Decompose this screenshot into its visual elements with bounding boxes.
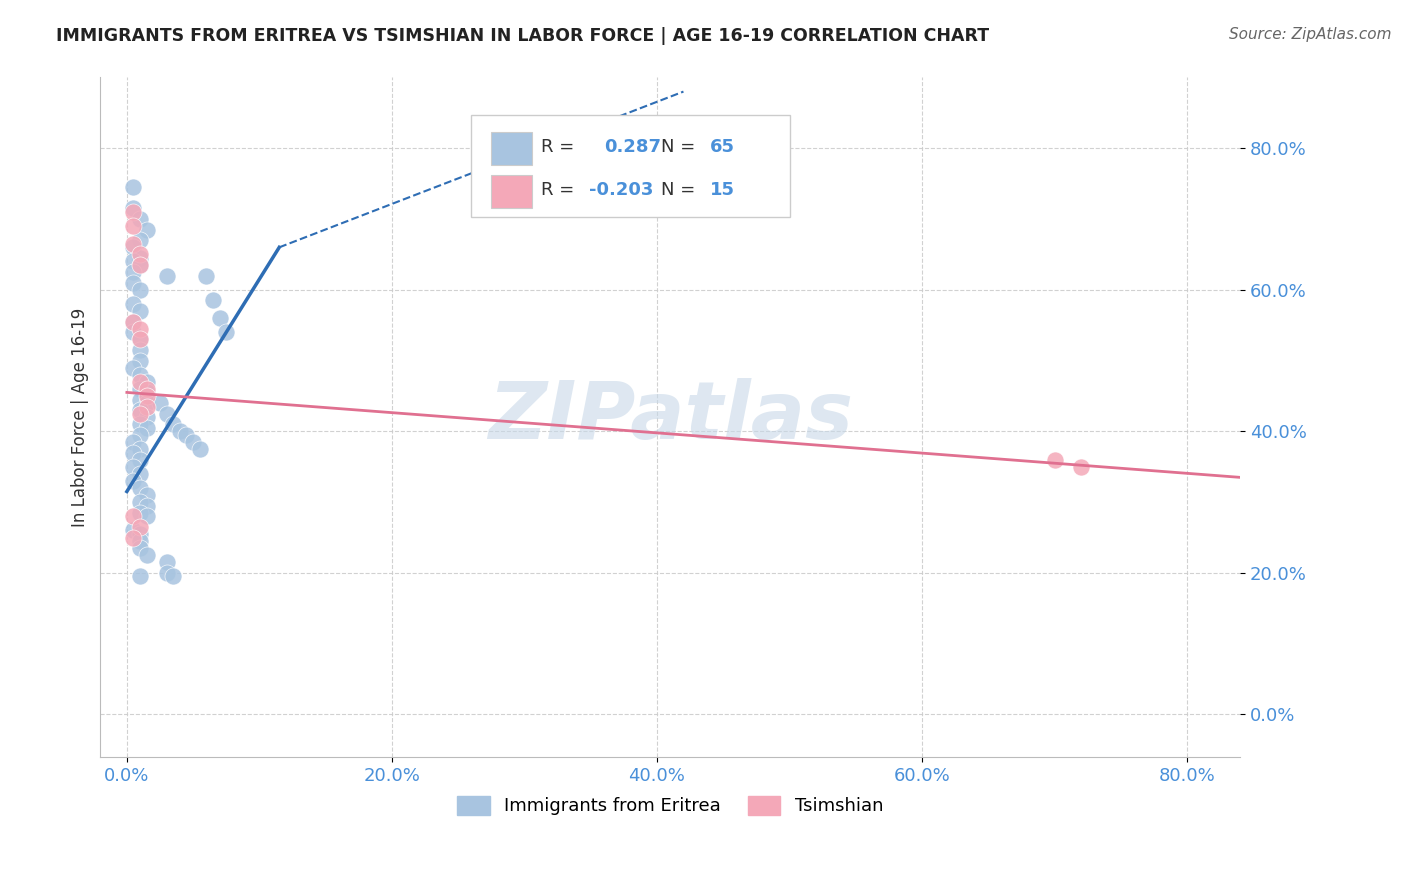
Point <box>135 396 157 410</box>
Point <box>135 509 157 524</box>
Point <box>129 541 152 556</box>
Point <box>122 254 145 268</box>
Point <box>156 566 179 580</box>
Point <box>129 353 152 368</box>
Point <box>135 222 157 236</box>
Point <box>129 382 152 396</box>
Text: N =: N = <box>661 137 702 156</box>
Point <box>122 315 145 329</box>
Point <box>201 293 224 308</box>
Point <box>176 428 198 442</box>
Point <box>129 343 152 357</box>
Point <box>135 389 157 403</box>
Point <box>162 417 184 432</box>
Point <box>129 392 152 407</box>
Point <box>1070 459 1092 474</box>
Point <box>208 311 231 326</box>
Point <box>129 428 152 442</box>
Point <box>195 268 218 283</box>
Point <box>135 375 157 389</box>
Point <box>135 400 157 414</box>
Point <box>156 268 179 283</box>
Point <box>156 555 179 569</box>
Point <box>122 531 145 545</box>
Point <box>129 520 152 534</box>
Point <box>122 276 145 290</box>
Point <box>135 488 157 502</box>
Point <box>135 382 157 396</box>
Point <box>162 569 184 583</box>
Text: 0.287: 0.287 <box>605 137 661 156</box>
Point <box>129 258 152 272</box>
Text: 65: 65 <box>710 137 735 156</box>
Point <box>122 205 145 219</box>
Point <box>129 332 152 346</box>
Point <box>129 506 152 520</box>
Point <box>135 410 157 425</box>
Legend: Immigrants from Eritrea, Tsimshian: Immigrants from Eritrea, Tsimshian <box>450 789 890 822</box>
Point <box>122 445 145 459</box>
Point <box>122 315 145 329</box>
Point <box>122 509 145 524</box>
Point <box>215 325 238 339</box>
Point <box>135 385 157 400</box>
Point <box>149 396 172 410</box>
Point <box>129 495 152 509</box>
Point <box>129 452 152 467</box>
Point <box>129 417 152 432</box>
Point <box>135 548 157 562</box>
Point <box>122 297 145 311</box>
Text: N =: N = <box>661 180 702 199</box>
Point <box>122 434 145 449</box>
Point <box>188 442 211 456</box>
Point <box>169 425 191 439</box>
Point <box>122 459 145 474</box>
Point <box>129 467 152 481</box>
Point <box>122 219 145 233</box>
Point <box>122 360 145 375</box>
Point <box>122 240 145 254</box>
Point <box>129 304 152 318</box>
Point <box>129 322 152 336</box>
FancyBboxPatch shape <box>491 132 533 165</box>
Text: -0.203: -0.203 <box>589 180 654 199</box>
Point <box>122 236 145 251</box>
Point <box>129 442 152 456</box>
Point <box>129 332 152 346</box>
Y-axis label: In Labor Force | Age 16-19: In Labor Force | Age 16-19 <box>72 308 89 527</box>
Point <box>135 499 157 513</box>
Point <box>122 524 145 538</box>
Point <box>129 527 152 541</box>
Text: R =: R = <box>541 180 581 199</box>
Text: Source: ZipAtlas.com: Source: ZipAtlas.com <box>1229 27 1392 42</box>
FancyBboxPatch shape <box>471 115 790 217</box>
Point <box>129 481 152 495</box>
Point <box>129 569 152 583</box>
Point <box>129 368 152 382</box>
Point <box>135 421 157 435</box>
Point <box>129 247 152 261</box>
Point <box>122 265 145 279</box>
Point <box>122 180 145 194</box>
Point <box>129 534 152 549</box>
Point <box>1043 452 1066 467</box>
Point <box>129 212 152 227</box>
Text: 15: 15 <box>710 180 735 199</box>
Point <box>156 407 179 421</box>
Point <box>122 325 145 339</box>
Point <box>129 233 152 247</box>
FancyBboxPatch shape <box>491 175 533 208</box>
Text: IMMIGRANTS FROM ERITREA VS TSIMSHIAN IN LABOR FORCE | AGE 16-19 CORRELATION CHAR: IMMIGRANTS FROM ERITREA VS TSIMSHIAN IN … <box>56 27 990 45</box>
Point <box>181 434 204 449</box>
Text: R =: R = <box>541 137 581 156</box>
Point <box>122 474 145 488</box>
Point <box>129 251 152 265</box>
Point <box>129 283 152 297</box>
Point <box>129 403 152 417</box>
Point <box>129 258 152 272</box>
Point <box>129 375 152 389</box>
Point <box>122 202 145 216</box>
Text: ZIPatlas: ZIPatlas <box>488 378 852 456</box>
Point <box>129 407 152 421</box>
